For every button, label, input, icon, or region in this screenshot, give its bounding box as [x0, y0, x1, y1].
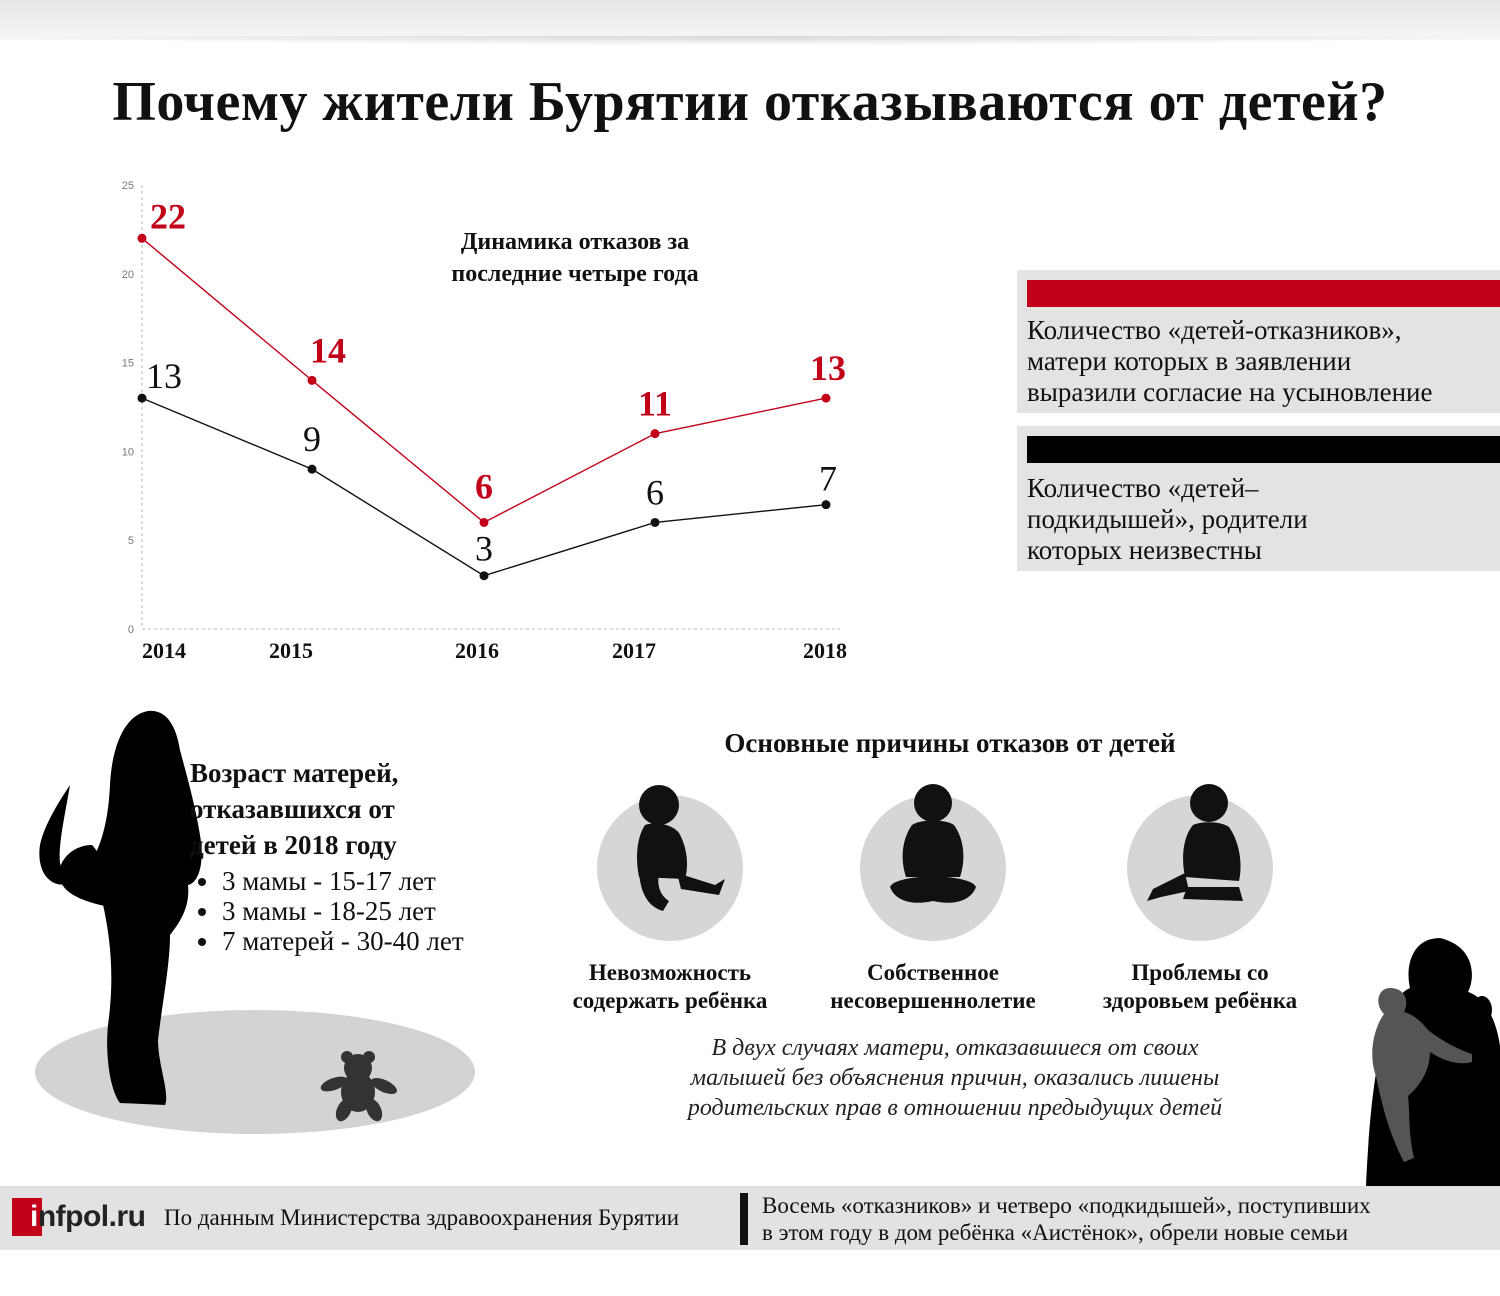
reason-label-line: Проблемы со	[1131, 960, 1269, 985]
data-label: 9	[303, 419, 321, 459]
data-label: 11	[638, 384, 672, 424]
y-tick-label: 5	[128, 535, 134, 547]
brand-logo: infpol.ru	[12, 1198, 146, 1236]
footer-divider	[740, 1193, 748, 1245]
cross-legged-child-icon	[890, 784, 976, 903]
reason-label: Собственное несовершеннолетие	[803, 959, 1063, 1015]
source-text: По данным Министерства здравоохранения Б…	[164, 1205, 680, 1230]
data-label: 6	[475, 466, 493, 506]
data-label: 7	[819, 459, 837, 499]
note-line: малышей без объяснения причин, оказались…	[690, 1065, 1220, 1091]
reason-label-line: Невозможность	[588, 960, 752, 985]
x-tick-label: 2015	[269, 638, 313, 663]
logo-letter: i	[30, 1200, 38, 1233]
logo-domain: nfpol.ru	[37, 1200, 146, 1233]
x-tick-label: 2018	[803, 638, 847, 663]
legend-text: Количество «детей-отказников», матери ко…	[1027, 315, 1494, 408]
mothers-age-list: 3 мамы - 15-17 лет 3 мамы - 18-25 лет 7 …	[190, 866, 464, 956]
chart-title-line: Динамика отказов за	[460, 229, 690, 255]
reason-label-line: Собственное	[867, 960, 999, 985]
seated-child-icon	[1147, 784, 1243, 901]
reason-circle	[597, 785, 743, 941]
teddy-bear-icon	[320, 1051, 397, 1122]
data-label: 6	[646, 472, 664, 512]
y-tick-label: 15	[122, 358, 134, 370]
data-point	[650, 429, 660, 439]
line-chart: 0 5 10 15 20 25 2014 2015 2016 2017 2018 22 14 6 11 13 1…	[122, 180, 847, 663]
data-point	[479, 517, 489, 527]
legend-line: выразили согласие на усыновление	[1027, 377, 1433, 407]
x-tick-label: 2014	[142, 638, 186, 663]
legend-item-refusals: Количество «детей-отказников», матери ко…	[1017, 270, 1500, 413]
data-point	[307, 464, 317, 474]
legend-item-foundlings: Количество «детей– подкидышей», родители…	[1017, 426, 1500, 571]
legend-swatch-red	[1027, 280, 1500, 307]
reason-label-line: содержать ребёнка	[572, 988, 768, 1013]
logo-text: infpol.ru	[30, 1200, 146, 1234]
mothers-age-title: Возраст матерей, отказавшихся от детей в…	[190, 755, 398, 863]
data-point	[821, 500, 831, 510]
reason-item: Проблемы со здоровьем ребёнка	[1070, 784, 1330, 1015]
data-point	[137, 393, 147, 403]
data-point	[821, 393, 831, 403]
reasons-title: Основные причины отказов от детей	[724, 728, 1176, 758]
data-label: 3	[475, 529, 493, 569]
logo-red-block	[12, 1198, 42, 1236]
data-point	[307, 375, 317, 385]
data-label: 13	[146, 356, 182, 396]
reason-item: Невозможность содержать ребёнка	[540, 785, 800, 1015]
x-tick-label: 2017	[612, 638, 656, 663]
reason-item: Собственное несовершеннолетие	[803, 784, 1063, 1015]
reason-circle	[1127, 784, 1273, 941]
mothers-title-line: детей в 2018 году	[190, 830, 397, 860]
data-label: 22	[150, 196, 186, 236]
mother-silhouette-icon	[35, 710, 475, 1134]
footer-note-line: в этом году в дом ребёнка «Аистёнок», об…	[762, 1220, 1349, 1245]
y-tick-label: 25	[122, 180, 134, 192]
reason-label: Невозможность содержать ребёнка	[540, 959, 800, 1015]
legend-line: Количество «детей-отказников»,	[1027, 315, 1402, 345]
reason-label-line: здоровьем ребёнка	[1102, 988, 1298, 1013]
list-item: 3 мамы - 15-17 лет	[190, 866, 464, 896]
data-point	[650, 517, 660, 527]
legend-text: Количество «детей– подкидышей», родители…	[1027, 473, 1494, 566]
reason-label-line: несовершеннолетие	[830, 988, 1036, 1013]
top-decor-bar	[0, 0, 1500, 46]
data-point	[479, 571, 489, 581]
list-item: 3 мамы - 18-25 лет	[190, 896, 464, 926]
legend-swatch-black	[1027, 436, 1500, 463]
footer-bar	[0, 1186, 1500, 1250]
woman-holding-baby-icon	[1366, 938, 1500, 1186]
y-tick-label: 10	[122, 446, 134, 458]
note-line: В двух случаях матери, отказавшиеся от с…	[711, 1035, 1199, 1061]
y-tick-label: 0	[128, 624, 134, 636]
data-label: 14	[310, 330, 346, 370]
mothers-title-line: отказавшихся от	[190, 794, 395, 824]
footer-note-line: Восемь «отказников» и четверо «подкидыше…	[762, 1193, 1371, 1218]
legend-line: подкидышей», родители	[1027, 504, 1308, 534]
note-line: родительских прав в отношении предыдущих…	[687, 1095, 1223, 1121]
legend-line: которых неизвестны	[1027, 535, 1262, 565]
mothers-title-line: Возраст матерей,	[190, 758, 399, 788]
chart-title: Динамика отказов за последние четыре год…	[390, 226, 760, 290]
legend-line: Количество «детей–	[1027, 473, 1259, 503]
x-tick-label: 2016	[455, 638, 499, 663]
page-title: Почему жители Бурятии отказываются от де…	[112, 71, 1388, 133]
legend-line: матери которых в заявлении	[1027, 346, 1352, 376]
note-text: В двух случаях матери, отказавшиеся от с…	[600, 1033, 1310, 1123]
reason-label: Проблемы со здоровьем ребёнка	[1070, 959, 1330, 1015]
sitting-baby-icon	[637, 785, 725, 911]
data-label: 13	[810, 348, 846, 388]
data-point	[137, 233, 147, 243]
footer-note: Восемь «отказников» и четверо «подкидыше…	[762, 1192, 1482, 1246]
y-tick-label: 20	[122, 269, 134, 281]
chart-title-line: последние четыре года	[451, 261, 699, 287]
list-item: 7 матерей - 30-40 лет	[190, 926, 464, 956]
reason-circle	[860, 784, 1006, 941]
